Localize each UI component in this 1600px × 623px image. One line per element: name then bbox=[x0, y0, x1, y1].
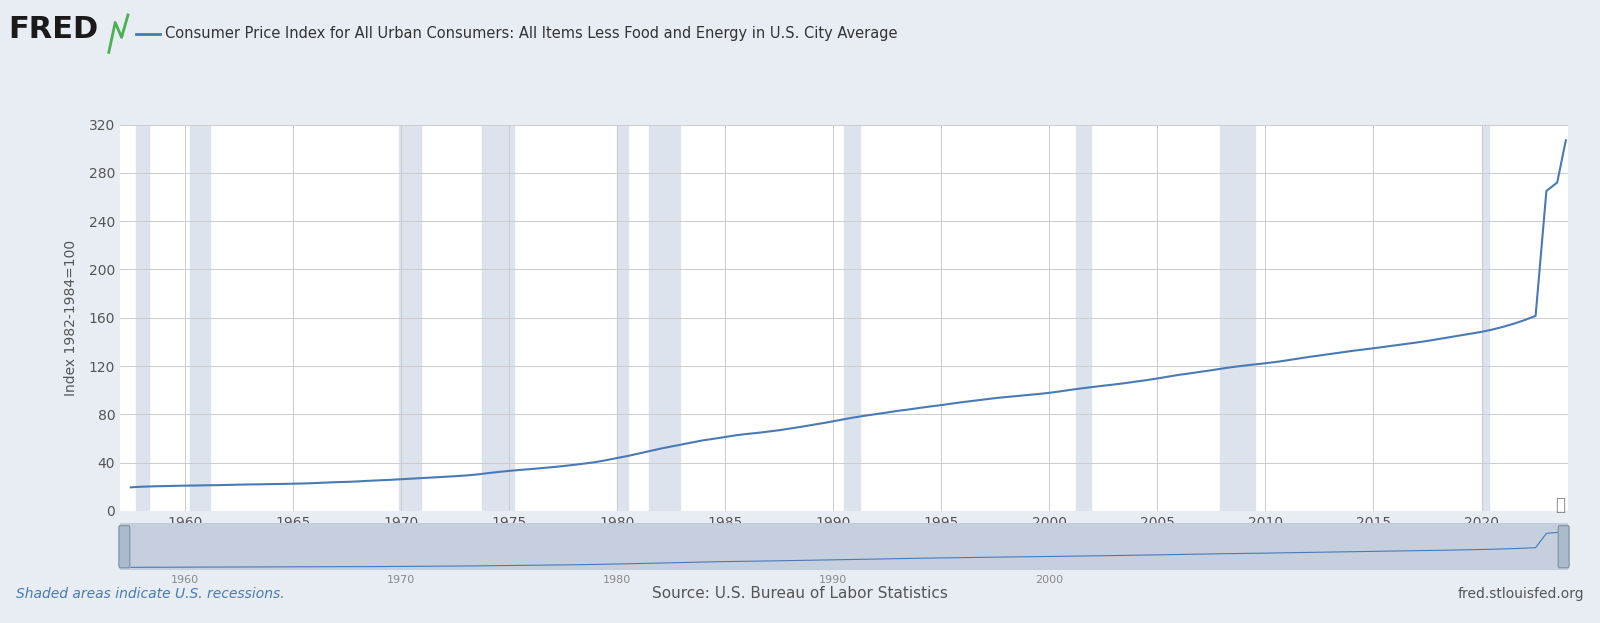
Text: fred.stlouisfed.org: fred.stlouisfed.org bbox=[1458, 587, 1584, 601]
Bar bbox=[136, 125, 149, 511]
Bar bbox=[1482, 125, 1488, 511]
Text: Shaded areas indicate U.S. recessions.: Shaded areas indicate U.S. recessions. bbox=[16, 587, 285, 601]
Text: ⛶: ⛶ bbox=[1555, 496, 1565, 514]
Bar bbox=[845, 125, 861, 511]
Bar bbox=[618, 125, 627, 511]
Bar bbox=[190, 125, 210, 511]
FancyBboxPatch shape bbox=[1558, 526, 1570, 568]
Bar bbox=[650, 125, 680, 511]
Text: Consumer Price Index for All Urban Consumers: All Items Less Food and Energy in : Consumer Price Index for All Urban Consu… bbox=[165, 26, 898, 41]
Y-axis label: Index 1982-1984=100: Index 1982-1984=100 bbox=[64, 240, 77, 396]
Bar bbox=[120, 523, 1568, 570]
Bar bbox=[1077, 125, 1091, 511]
FancyBboxPatch shape bbox=[118, 526, 130, 568]
Text: Source: U.S. Bureau of Labor Statistics: Source: U.S. Bureau of Labor Statistics bbox=[653, 586, 947, 601]
Bar bbox=[482, 125, 515, 511]
Text: FRED: FRED bbox=[8, 16, 98, 44]
Bar bbox=[1221, 125, 1254, 511]
Bar bbox=[400, 125, 421, 511]
